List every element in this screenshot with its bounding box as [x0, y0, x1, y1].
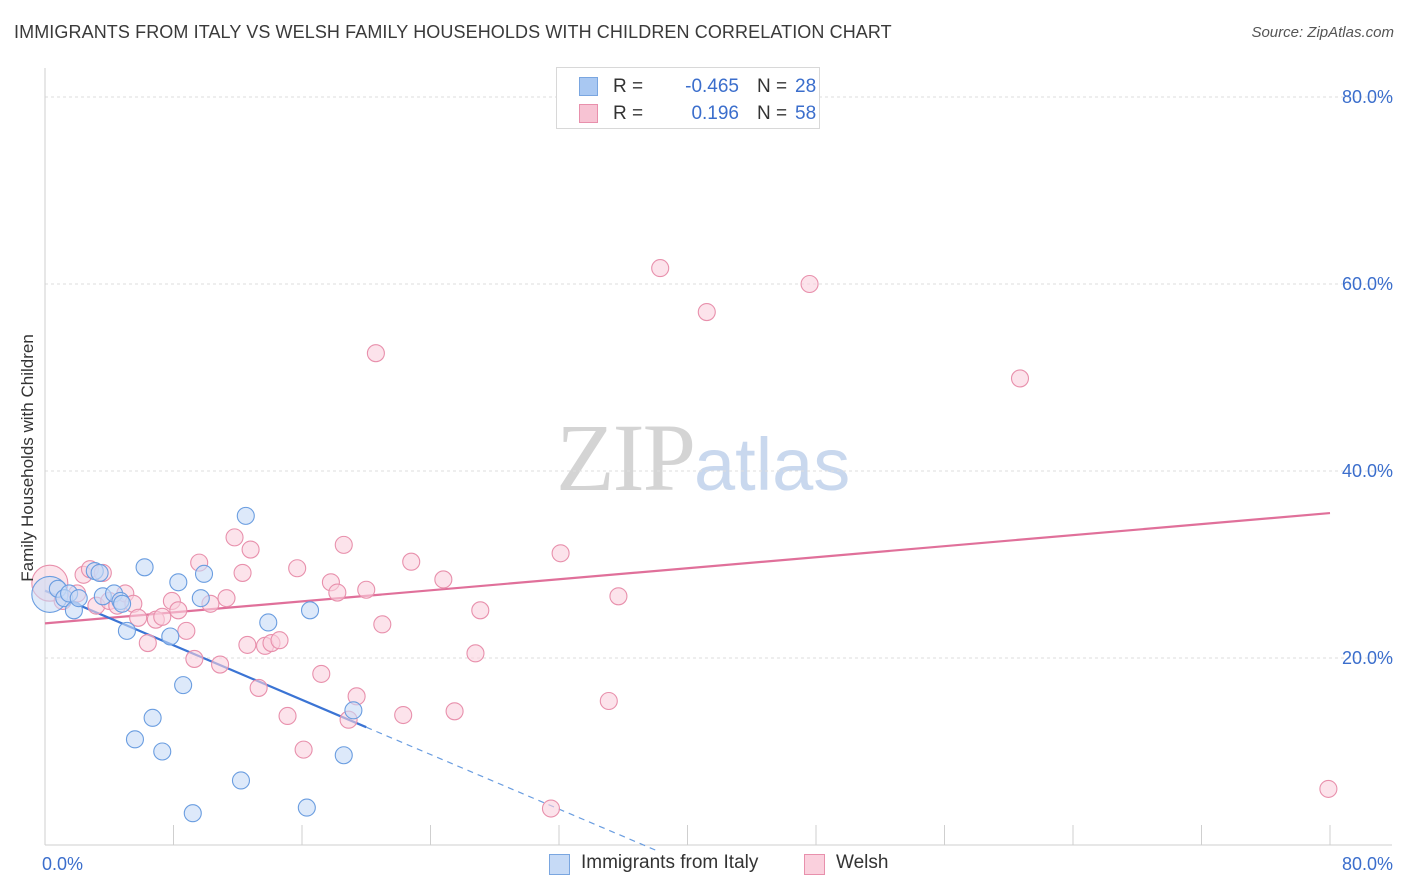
point-welsh — [138, 633, 157, 653]
point-italy — [69, 589, 88, 608]
point-welsh — [1319, 779, 1338, 798]
point-welsh — [402, 552, 421, 571]
point-welsh — [599, 691, 618, 711]
x-tick-label: 0.0% — [42, 854, 83, 874]
r-value: -0.465 — [685, 76, 739, 97]
y-axis-label: Family Households with Children — [18, 334, 37, 582]
point-welsh — [169, 601, 188, 620]
point-welsh — [466, 644, 485, 663]
point-welsh — [697, 302, 716, 322]
chart-title: IMMIGRANTS FROM ITALY VS WELSH FAMILY HO… — [14, 22, 892, 42]
point-welsh — [294, 740, 313, 759]
legend-swatch-welsh — [579, 104, 598, 123]
point-italy — [334, 746, 353, 765]
point-welsh — [177, 621, 196, 640]
point-italy — [231, 771, 251, 790]
point-welsh — [211, 655, 230, 674]
point-welsh — [153, 607, 172, 626]
point-welsh — [217, 589, 236, 608]
point-welsh — [233, 563, 252, 582]
point-welsh — [609, 587, 628, 606]
point-welsh — [357, 580, 376, 599]
n-value: 58 — [795, 103, 817, 124]
point-italy — [300, 601, 320, 620]
point-welsh — [1010, 369, 1030, 388]
legend-swatch-italy — [579, 77, 598, 96]
point-welsh — [651, 259, 670, 278]
source-label: Source: ZipAtlas.com — [1251, 24, 1394, 41]
point-italy — [344, 701, 363, 720]
data-points — [31, 259, 1338, 823]
y-tick-label: 40.0% — [1342, 461, 1393, 481]
point-italy — [113, 594, 132, 613]
point-welsh — [334, 535, 353, 554]
legend-swatch-italy — [549, 854, 570, 875]
y-tick-label: 80.0% — [1342, 87, 1393, 107]
point-welsh — [394, 705, 413, 725]
point-italy — [153, 742, 172, 761]
legend-label-italy: Immigrants from Italy — [581, 852, 759, 873]
watermark-zip: ZIP — [556, 404, 696, 511]
watermark-atlas: atlas — [694, 423, 851, 506]
legend-label-welsh: Welsh — [836, 852, 889, 873]
point-italy — [174, 676, 193, 695]
r-label: R = — [613, 103, 644, 124]
x-tick-label: 80.0% — [1342, 854, 1393, 874]
point-italy — [90, 563, 109, 582]
correlation-legend: R = -0.465 N = 28 R = 0.196 N = 58 — [556, 67, 820, 129]
point-welsh — [471, 601, 490, 620]
point-italy — [169, 573, 188, 592]
trend-line-italy-extension — [366, 726, 656, 851]
point-italy — [236, 506, 255, 525]
point-italy — [194, 564, 214, 583]
point-welsh — [366, 344, 385, 363]
point-italy — [117, 621, 136, 640]
trend-line-welsh — [44, 511, 1331, 625]
point-welsh — [241, 540, 260, 559]
point-welsh — [800, 274, 819, 294]
point-italy — [183, 804, 202, 823]
point-italy — [259, 613, 278, 632]
point-welsh — [445, 702, 464, 721]
point-welsh — [312, 664, 331, 683]
point-italy — [143, 708, 162, 727]
point-welsh — [129, 608, 148, 627]
point-welsh — [288, 559, 307, 578]
n-value: 28 — [795, 76, 817, 97]
y-tick-label: 60.0% — [1342, 274, 1393, 294]
point-welsh — [225, 528, 244, 547]
r-value: 0.196 — [691, 103, 739, 124]
point-italy — [125, 730, 144, 749]
n-label: N = — [757, 103, 788, 124]
point-italy — [191, 589, 210, 608]
point-italy — [135, 558, 154, 577]
point-welsh — [551, 544, 570, 563]
point-welsh — [373, 615, 392, 634]
point-welsh — [249, 678, 268, 697]
point-italy — [297, 798, 316, 817]
point-welsh — [238, 635, 257, 654]
watermark: ZIPatlas — [556, 402, 850, 513]
point-welsh — [185, 649, 204, 668]
point-welsh — [434, 570, 453, 589]
point-italy — [161, 627, 180, 646]
trend-lines — [44, 511, 1331, 851]
y-tick-label: 20.0% — [1342, 648, 1393, 668]
point-welsh — [270, 631, 289, 650]
legend-swatch-welsh — [804, 854, 825, 875]
point-welsh — [541, 799, 561, 818]
axes — [44, 68, 1392, 846]
tick-labels: 20.0% 40.0% 60.0% 80.0% 0.0% 80.0% — [42, 87, 1393, 874]
point-welsh — [278, 706, 297, 726]
point-welsh — [328, 583, 347, 602]
n-label: N = — [757, 76, 788, 97]
r-label: R = — [613, 76, 644, 97]
